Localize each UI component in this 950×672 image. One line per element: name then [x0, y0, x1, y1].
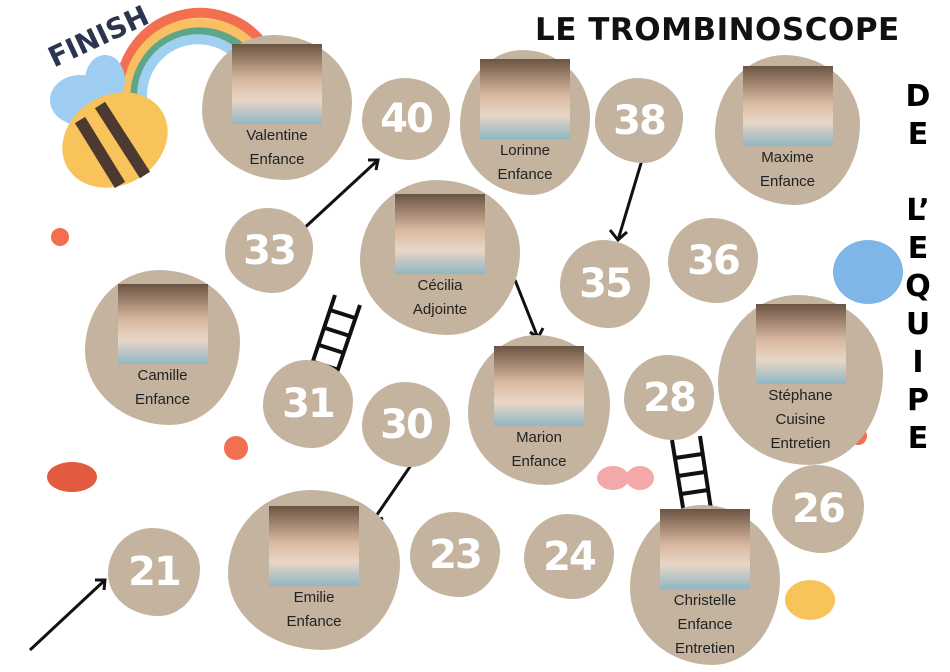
title-letter: Q — [905, 269, 931, 304]
square-26: 26 — [772, 465, 864, 553]
photo-lorinne — [480, 58, 570, 139]
title-letter: I — [912, 345, 924, 380]
square-38: 38 — [595, 78, 683, 163]
title-letter: D — [905, 79, 931, 114]
square-21: 21 — [108, 528, 200, 616]
page-title: LE TROMBINOSCOPE — [535, 12, 900, 48]
person-name: Marion — [516, 429, 562, 446]
person-role: Enfance — [511, 453, 567, 470]
square-31: 31 — [263, 360, 353, 448]
person-name: Camille — [137, 366, 188, 384]
title-letter: E — [907, 117, 929, 152]
person-role: Cuisine — [775, 411, 826, 428]
arrow-icon — [28, 578, 107, 652]
square-28: 28 — [624, 355, 714, 440]
person-role: Enfance — [759, 173, 816, 190]
ladybug-icon — [47, 462, 97, 492]
person-name: Maxime — [761, 149, 814, 166]
person-card-emilie: Emilie Enfance — [228, 490, 400, 650]
person-card-christelle: Christelle Enfance Entretien — [630, 505, 780, 665]
square-30: 30 — [362, 382, 450, 467]
person-role: Adjointe — [412, 300, 468, 318]
bee-small-icon — [785, 580, 835, 620]
square-23: 23 — [410, 512, 500, 597]
person-name: Cécilia — [417, 276, 463, 294]
person-card-camille: Camille Enfance — [85, 270, 240, 425]
bird-icon — [833, 240, 903, 304]
square-33: 33 — [225, 208, 313, 293]
photo-valentine — [232, 43, 322, 124]
person-card-marion: Marion Enfance — [468, 335, 610, 485]
title-letter: L’ — [906, 193, 930, 228]
square-36: 36 — [668, 218, 758, 303]
person-name: Stéphane — [768, 387, 833, 404]
title-letter: P — [907, 383, 929, 418]
ladder-icon — [308, 294, 362, 379]
photo-christelle — [660, 509, 750, 589]
bee-icon — [50, 55, 168, 189]
person-role: Entretien — [770, 435, 831, 452]
photo-marion — [494, 346, 584, 426]
person-name: Emilie — [293, 589, 335, 606]
square-40: 40 — [362, 78, 450, 160]
person-role: Enfance — [134, 390, 191, 408]
arrow-icon — [298, 158, 380, 234]
title-letter: E — [907, 231, 929, 266]
person-role: Enfance — [249, 150, 305, 168]
person-name: Valentine — [246, 126, 308, 144]
butterfly-icon — [597, 466, 654, 490]
person-role: Enfance — [497, 165, 553, 183]
vertical-title: D E L’ E Q U I P E — [900, 78, 936, 458]
person-role: Enfance — [286, 613, 342, 630]
person-role: Entretien — [674, 640, 736, 657]
photo-stephane — [755, 304, 846, 384]
person-card-cecilia: Cécilia Adjointe — [360, 180, 520, 335]
person-card-stephane: Stéphane Cuisine Entretien — [718, 295, 883, 465]
arrow-icon — [513, 279, 540, 339]
person-card-valentine: Valentine Enfance — [202, 35, 352, 180]
person-role: Enfance — [677, 616, 733, 633]
photo-maxime — [742, 66, 833, 146]
title-letter: E — [907, 421, 929, 456]
person-name: Lorinne — [499, 141, 551, 159]
square-24: 24 — [524, 514, 614, 599]
person-card-maxime: Maxime Enfance — [715, 55, 860, 205]
photo-camille — [117, 283, 208, 364]
person-name: Christelle — [673, 592, 737, 609]
photo-emilie — [269, 506, 359, 586]
person-card-lorinne: Lorinne Enfance — [460, 50, 590, 195]
ladder-icon — [670, 435, 714, 521]
square-35: 35 — [560, 240, 650, 328]
photo-cecilia — [395, 193, 485, 274]
arrow-icon — [616, 149, 647, 241]
title-letter: U — [905, 307, 931, 342]
